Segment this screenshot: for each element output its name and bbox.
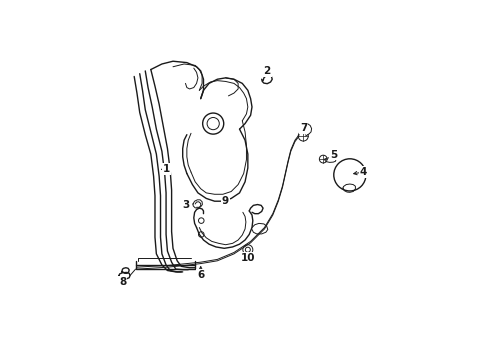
Text: 9: 9 <box>221 196 228 206</box>
Text: 3: 3 <box>183 201 189 210</box>
Text: 4: 4 <box>359 167 366 177</box>
Text: 2: 2 <box>263 66 270 76</box>
Text: 5: 5 <box>329 150 337 159</box>
Text: 1: 1 <box>162 164 169 174</box>
Text: 8: 8 <box>119 277 126 287</box>
Text: 6: 6 <box>197 270 204 280</box>
Text: 10: 10 <box>240 253 255 263</box>
Text: 7: 7 <box>300 123 307 133</box>
